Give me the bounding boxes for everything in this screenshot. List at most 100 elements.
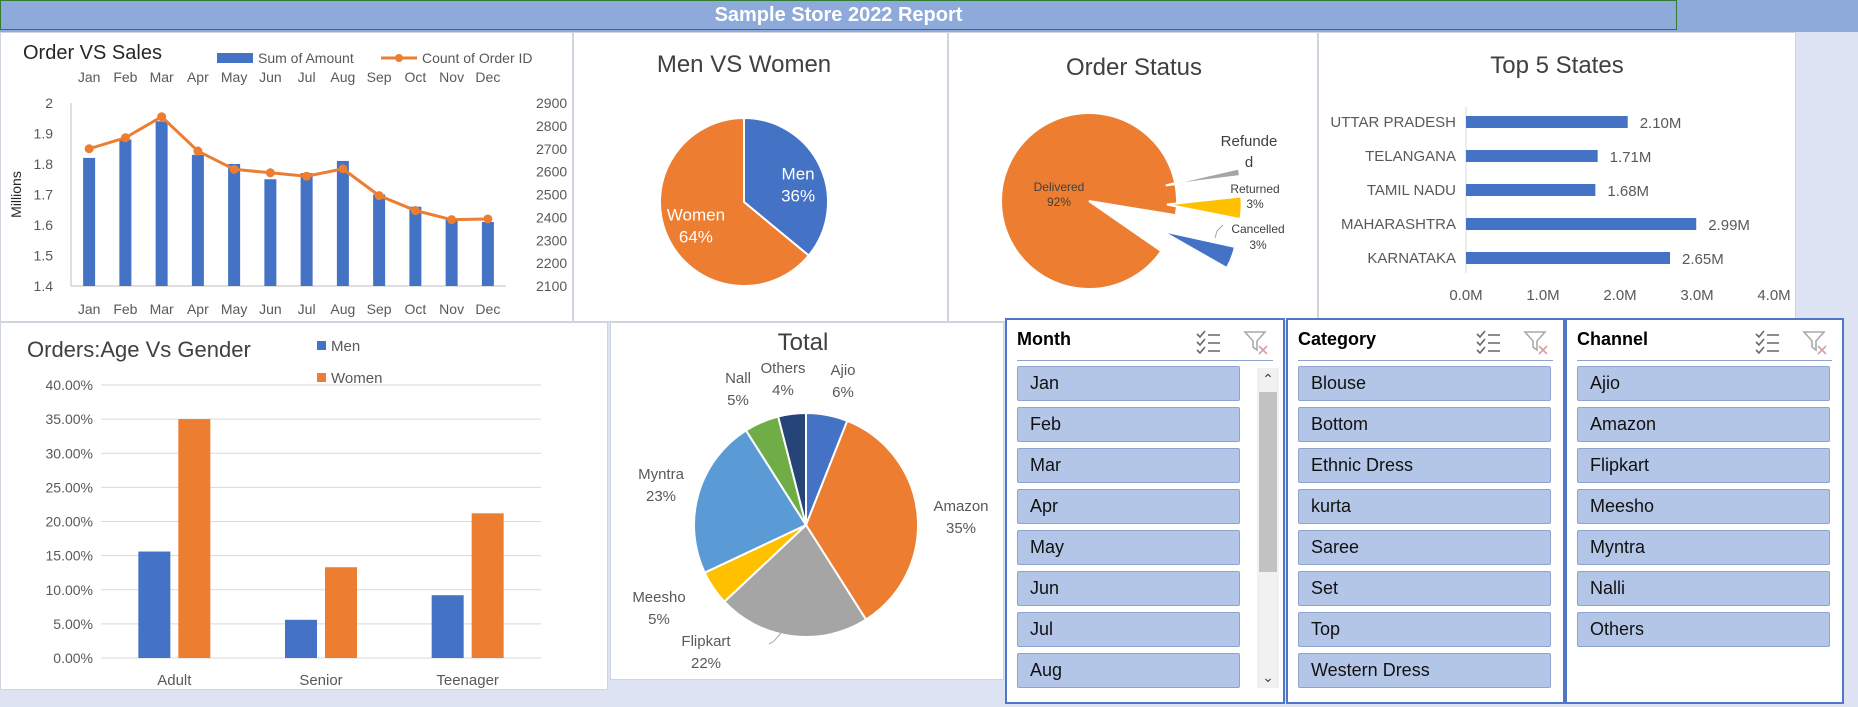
scroll-up-icon[interactable]: ⌃	[1262, 371, 1274, 387]
top-x-tick-label: Aug	[330, 69, 355, 85]
month-slicer-title: Month	[1017, 329, 1071, 349]
category-slicer-rule	[1298, 360, 1553, 361]
data-label: 1.71M	[1610, 149, 1652, 166]
month-slicer-item[interactable]: Apr	[1017, 489, 1240, 524]
category-label: TELANGANA	[1365, 148, 1456, 165]
y-tick-label: 0.00%	[53, 650, 93, 666]
pie-pct-delivered: 92%	[1047, 195, 1071, 209]
bar-men	[285, 619, 317, 658]
pie-slice	[776, 411, 807, 526]
month-slicer-item[interactable]: Aug	[1017, 653, 1240, 688]
clear-filter-icon[interactable]	[1523, 331, 1548, 355]
y-tick-label: 15.00%	[46, 548, 93, 564]
legend-label-women: Women	[331, 370, 382, 387]
order-status-panel: Order Status Delivered 92% Refunde d Returned…	[948, 32, 1318, 322]
bar-state	[1466, 150, 1598, 162]
legend-label-men: Men	[331, 338, 360, 355]
channel-slicer-item[interactable]: Ajio	[1577, 366, 1830, 401]
pie-slice-exploded	[1166, 195, 1243, 221]
pie-pct-label: 35%	[946, 520, 976, 537]
pie-slice	[693, 429, 808, 575]
category-slicer-item[interactable]: Top	[1298, 612, 1551, 647]
pie-label-returned: Returned	[1230, 182, 1279, 196]
month-slicer-item[interactable]: May	[1017, 530, 1240, 565]
pie-label-delivered: Delivered	[1034, 180, 1085, 194]
order-vs-sales-panel: Order VS Sales Sum of Amount Count of Orde…	[0, 32, 573, 322]
point-count	[483, 214, 493, 224]
channel-slicer-item[interactable]: Others	[1577, 612, 1830, 647]
y-tick-label: 10.00%	[46, 582, 93, 598]
month-slicer-item[interactable]: Mar	[1017, 448, 1240, 483]
multi-select-icon[interactable]	[1196, 330, 1220, 355]
legend-marker-count	[395, 54, 403, 62]
legend-swatch-amount	[217, 53, 253, 63]
month-slicer-item[interactable]: Jun	[1017, 571, 1240, 606]
category-label: UTTAR PRADESH	[1330, 114, 1456, 131]
category-slicer-item[interactable]: kurta	[1298, 489, 1551, 524]
x-tick-label: 0.0M	[1449, 287, 1482, 304]
y2-tick-label: 2300	[536, 232, 567, 248]
channel-slicer-item[interactable]: Nalli	[1577, 571, 1830, 606]
pie-pct-label: 36%	[781, 186, 815, 205]
x-tick-label: Jan	[78, 301, 101, 317]
bar-state	[1466, 252, 1671, 264]
clear-filter-icon[interactable]	[1243, 331, 1268, 355]
pie-slice	[804, 419, 919, 621]
pie-pct-returned: 3%	[1246, 197, 1264, 211]
category-slicer-item[interactable]: Set	[1298, 571, 1551, 606]
month-slicer-item[interactable]: Feb	[1017, 407, 1240, 442]
channel-slicer-item[interactable]: Amazon	[1577, 407, 1830, 442]
channel-slicer-item[interactable]: Myntra	[1577, 530, 1830, 565]
pie-pct-label: 64%	[679, 228, 713, 247]
multi-select-icon[interactable]	[1476, 330, 1500, 355]
x-tick-label: Adult	[157, 672, 192, 689]
category-slicer-item[interactable]: Ethnic Dress	[1298, 448, 1551, 483]
x-tick-label: Mar	[150, 301, 174, 317]
x-tick-label: Jul	[298, 301, 316, 317]
point-count	[265, 168, 275, 178]
bar-amount	[83, 157, 96, 286]
pie-label: Meesho	[632, 589, 685, 606]
channel-slicer-icons	[1755, 330, 1827, 355]
scroll-down-icon[interactable]: ⌄	[1262, 669, 1274, 685]
bar-amount	[336, 160, 349, 286]
y-tick-label: 35.00%	[46, 411, 93, 427]
legend-label-count: Count of Order ID	[422, 50, 533, 66]
y-tick-label: 2	[45, 95, 53, 111]
category-slicer-item[interactable]: Saree	[1298, 530, 1551, 565]
bar-amount	[300, 173, 313, 286]
legend-label-amount: Sum of Amount	[258, 50, 354, 66]
multi-select-icon[interactable]	[1755, 330, 1779, 355]
chart-title: Men VS Women	[657, 51, 831, 78]
y2-tick-label: 2400	[536, 209, 567, 225]
pie-label: Flipkart	[681, 633, 731, 650]
month-slicer-item[interactable]: Jan	[1017, 366, 1240, 401]
category-slicer-title: Category	[1298, 329, 1377, 349]
channel-slicer-item[interactable]: Flipkart	[1577, 448, 1830, 483]
channel-slicer-item[interactable]: Meesho	[1577, 489, 1830, 524]
month-slicer-item[interactable]: Jul	[1017, 612, 1240, 647]
y-tick-label: 20.00%	[46, 514, 93, 530]
pie-slice	[722, 523, 868, 638]
clear-filter-icon[interactable]	[1802, 331, 1827, 355]
scroll-thumb[interactable]	[1259, 392, 1277, 572]
pie-label: Myntra	[638, 466, 685, 483]
channel-slicer: Channel Ajio Amazon Flipkart Meesho Myntra Na…	[1565, 318, 1844, 704]
category-slicer-item[interactable]: Bottom	[1298, 407, 1551, 442]
category-slicer-item[interactable]: Western Dress	[1298, 653, 1551, 688]
pie-label: Others	[760, 360, 805, 377]
pie-pct-cancelled: 3%	[1249, 238, 1267, 252]
legend-swatch-men	[317, 341, 326, 350]
x-tick-label: Oct	[404, 301, 426, 317]
month-slicer-scrollbar[interactable]: ⌃ ⌄	[1257, 368, 1279, 688]
pie-slice-delivered	[1000, 112, 1178, 290]
y2-tick-label: 2900	[536, 95, 567, 111]
bar-amount	[155, 121, 168, 286]
pie-pct-label: 4%	[772, 382, 794, 399]
pie-label-cancelled: Cancelled	[1231, 222, 1284, 236]
data-label: 1.68M	[1607, 183, 1649, 200]
point-count	[374, 191, 384, 201]
category-slicer-item[interactable]: Blouse	[1298, 366, 1551, 401]
data-label: 2.10M	[1640, 115, 1682, 132]
